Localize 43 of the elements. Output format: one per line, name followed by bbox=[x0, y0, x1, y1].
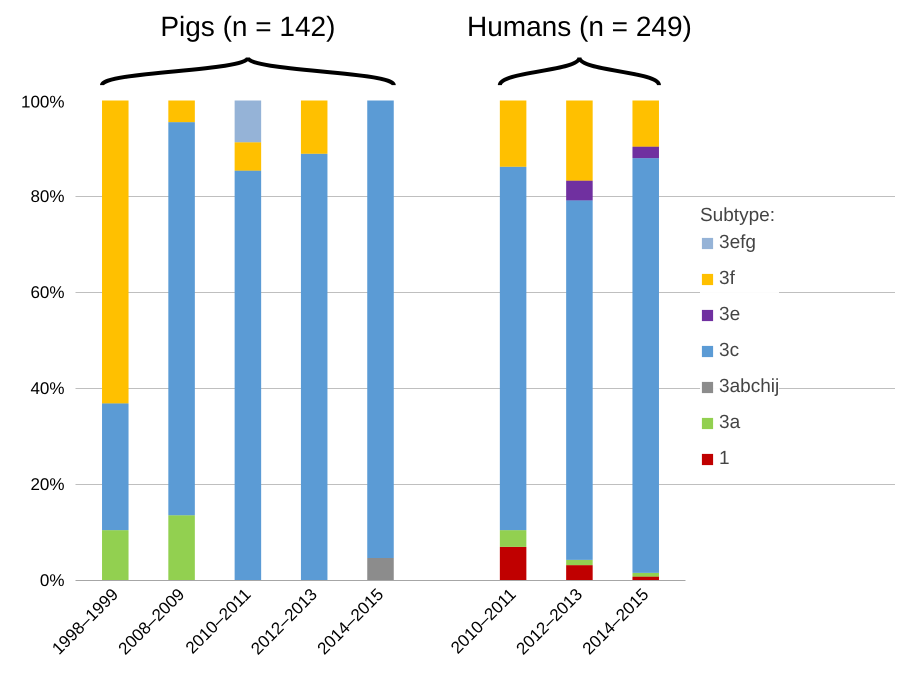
text: Humans (n = 249) bbox=[466, 10, 692, 42]
bar bbox=[632, 576, 659, 580]
bar bbox=[168, 100, 195, 122]
text: Pigs (n = 142) bbox=[160, 10, 336, 42]
bar bbox=[102, 403, 129, 530]
bar bbox=[632, 158, 659, 573]
bar bbox=[234, 100, 262, 142]
bar bbox=[500, 530, 526, 547]
bar bbox=[300, 100, 328, 154]
bar bbox=[566, 200, 593, 560]
y-tick-label: 40% bbox=[30, 379, 65, 398]
bar bbox=[500, 100, 526, 167]
bar bbox=[367, 558, 394, 580]
bar bbox=[632, 100, 659, 147]
y-tick-label: 20% bbox=[30, 475, 65, 494]
bar bbox=[566, 560, 593, 566]
y-tick-label: 0% bbox=[40, 571, 65, 590]
bar bbox=[234, 170, 262, 580]
bar bbox=[632, 146, 659, 158]
bar bbox=[102, 100, 129, 404]
y-tick-label: 60% bbox=[30, 283, 65, 302]
legend-label: 3c bbox=[719, 340, 740, 362]
bar bbox=[367, 100, 394, 558]
bar bbox=[168, 515, 195, 580]
bar bbox=[102, 530, 129, 580]
legend-label: 3f bbox=[719, 268, 736, 290]
y-tick-label: 100% bbox=[21, 92, 65, 112]
bar bbox=[168, 122, 195, 516]
bar bbox=[566, 180, 593, 200]
y-tick-label: 80% bbox=[30, 187, 65, 206]
bar bbox=[632, 572, 659, 577]
bar bbox=[500, 546, 526, 580]
legend-label: 3e bbox=[719, 304, 740, 326]
legend-label: 3a bbox=[719, 412, 740, 434]
bar bbox=[566, 100, 593, 181]
legend-label: 3abchij bbox=[719, 376, 780, 398]
bar bbox=[234, 142, 262, 171]
bar bbox=[500, 166, 526, 530]
legend-title: Subtype: bbox=[700, 205, 776, 227]
legend-label: 1 bbox=[719, 448, 731, 470]
legend-label: 3efg bbox=[719, 232, 756, 254]
bar bbox=[300, 154, 328, 580]
bar bbox=[566, 565, 593, 580]
